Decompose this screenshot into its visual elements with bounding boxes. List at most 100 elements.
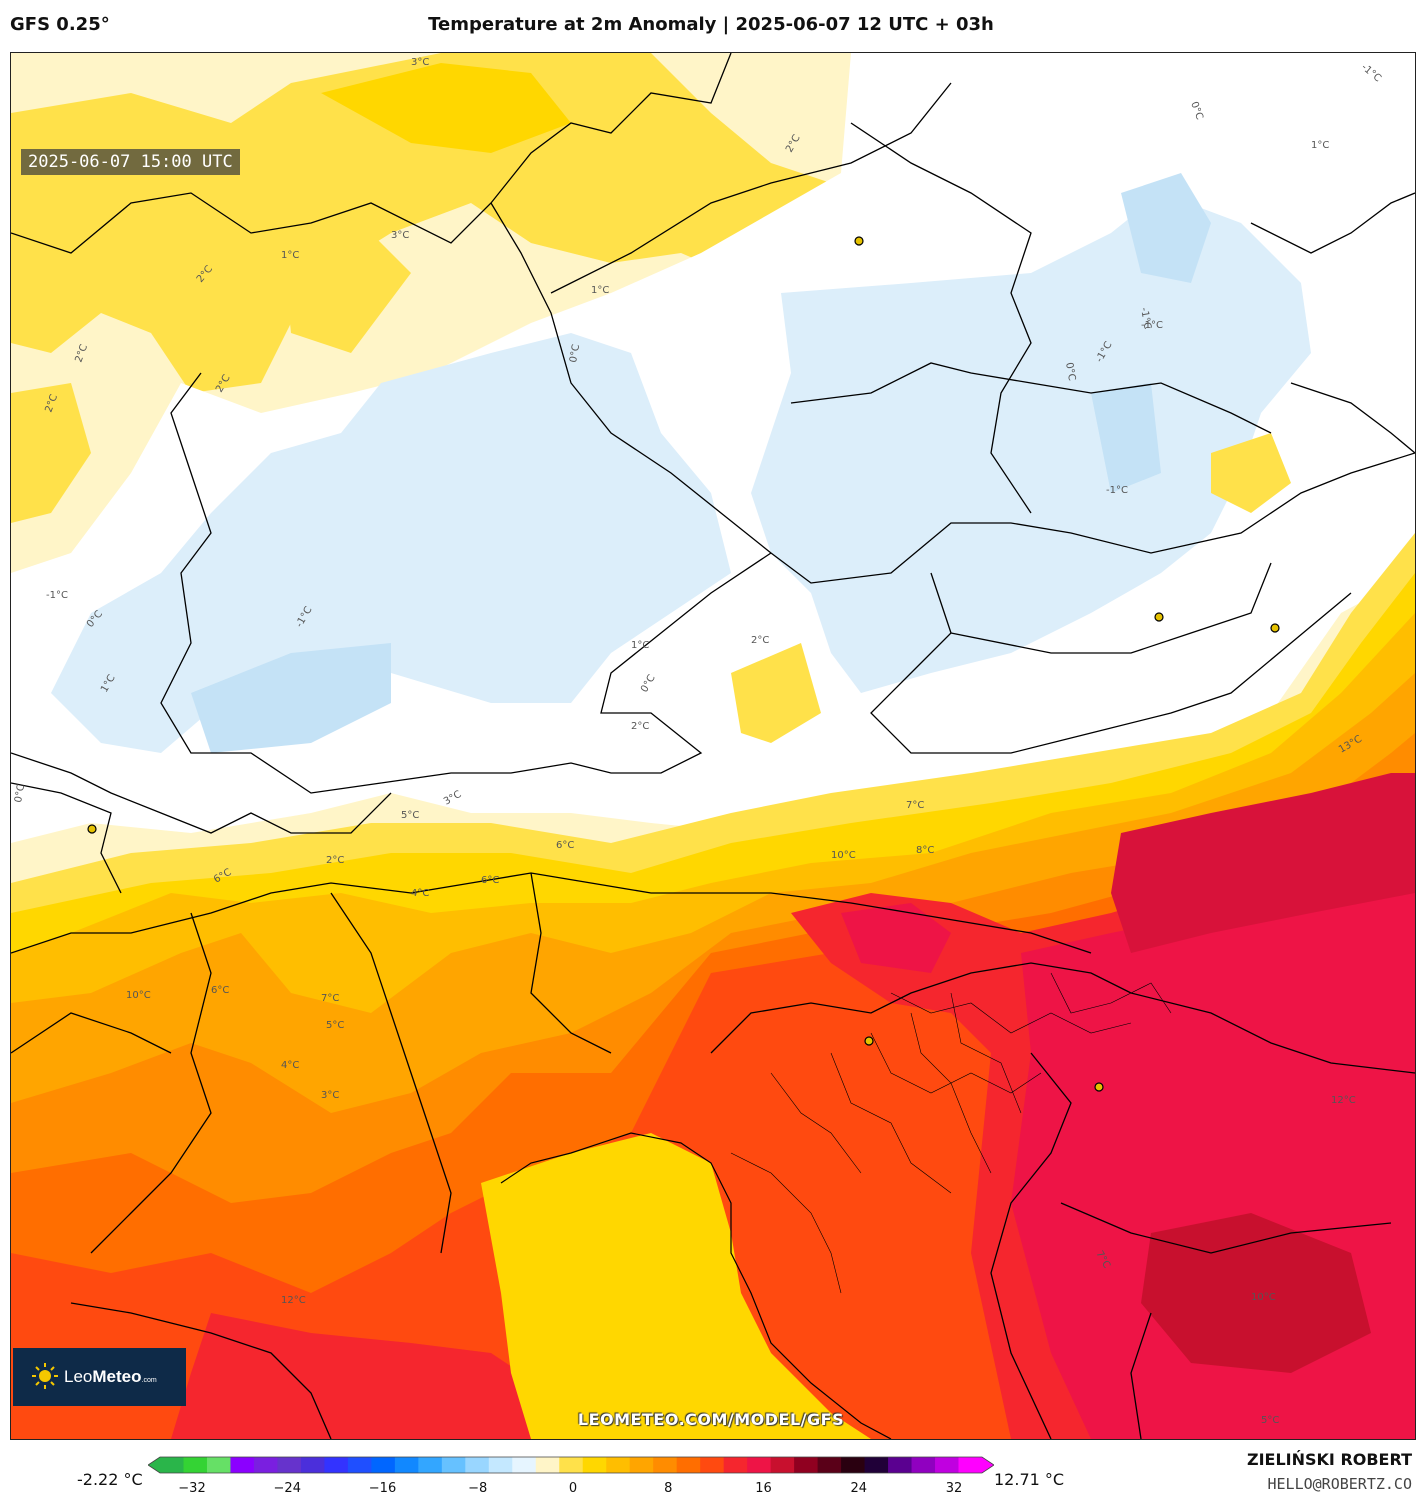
leometeo-logo: LeoMeteo.com xyxy=(13,1348,186,1406)
anomaly-map: 3°C 2°C 1°C 0°C -1°C 3°C 2°C 1°C 2°C 2°C 0°C -1°C 0°… xyxy=(10,52,1416,1440)
colorbar-tick: 8 xyxy=(664,1481,673,1496)
contour-label: 6°C xyxy=(481,875,499,886)
colorbar-cell xyxy=(183,1457,208,1473)
colorbar-cell xyxy=(465,1457,490,1473)
contour-label: 10°C xyxy=(831,850,856,861)
contour-label: 4°C xyxy=(281,1060,299,1071)
contour-label: 1°C xyxy=(591,285,609,296)
colorbar-cell xyxy=(559,1457,584,1473)
colorbar-tick: −32 xyxy=(178,1481,206,1496)
contour-label: 10°C xyxy=(1251,1292,1276,1303)
map-canvas: 3°C2°C 1°C0°C-1°C3°C2°C1°C2°C2°C0°C -1°C0°… xyxy=(11,53,1415,1439)
contour-label: 0°C xyxy=(13,784,27,804)
contour-label: 4°C xyxy=(411,888,429,899)
colorbar-cell xyxy=(347,1457,372,1473)
colorbar-cell xyxy=(629,1457,654,1473)
colorbar-cell xyxy=(535,1457,560,1473)
colorbar-cell xyxy=(394,1457,419,1473)
colorbar-tick: 32 xyxy=(945,1481,963,1496)
colorbar-cell xyxy=(770,1457,795,1473)
field-pos13-se xyxy=(1141,1213,1371,1373)
colorbar-cell xyxy=(888,1457,913,1473)
contour-label: 10°C xyxy=(126,990,151,1001)
field-neg1-east xyxy=(751,193,1311,693)
city-marker xyxy=(1270,623,1280,633)
field-pos10-sw xyxy=(171,1313,571,1439)
chart-title: Temperature at 2m Anomaly | 2025-06-07 1… xyxy=(428,14,994,35)
legend-min-value: -2.22 °C xyxy=(77,1470,143,1489)
contour-label: 12°C xyxy=(1331,1095,1356,1106)
contour-label: 3°C xyxy=(391,230,409,241)
field-pos3-east xyxy=(1211,433,1291,513)
colorbar-cell xyxy=(747,1457,772,1473)
colorbar-cell xyxy=(606,1457,631,1473)
colorbar-tick: 24 xyxy=(850,1481,868,1496)
colorbar-cell xyxy=(723,1457,748,1473)
city-marker xyxy=(1094,1082,1104,1092)
contour-label: 1°C xyxy=(1311,140,1329,151)
colorbar-cell xyxy=(300,1457,325,1473)
colorbar-cell xyxy=(488,1457,513,1473)
colorbar-tick: 16 xyxy=(755,1481,772,1496)
field-pos11-a xyxy=(841,903,951,973)
contour-label: 5°C xyxy=(326,1020,344,1031)
field-pos3-patch xyxy=(281,213,411,353)
city-markers xyxy=(87,236,1280,1092)
colorbar-cell xyxy=(911,1457,936,1473)
contour-label: 3°C xyxy=(411,57,429,68)
colorbar-arrow-right xyxy=(982,1457,994,1473)
legend-max-value: 12.71 °C xyxy=(994,1470,1065,1489)
contour-label: -1°C xyxy=(1141,320,1163,331)
field-neg2-c xyxy=(191,643,391,753)
logo-text: LeoMeteo.com xyxy=(64,1367,157,1386)
colorbar-cell xyxy=(324,1457,349,1473)
contour-label: 7°C xyxy=(321,993,339,1004)
contour-label: 2°C xyxy=(326,855,344,866)
city-marker xyxy=(87,824,97,834)
contour-label: 3°C xyxy=(321,1090,339,1101)
contour-label: 8°C xyxy=(916,845,934,856)
city-marker xyxy=(864,1036,874,1046)
valid-time: 2025-06-07 15:00 UTC xyxy=(21,149,240,175)
author-name: ZIELIŃSKI ROBERT xyxy=(1246,1450,1412,1469)
colorbar-cell xyxy=(864,1457,889,1473)
contour-label: 2°C xyxy=(751,635,769,646)
colorbar-cell xyxy=(676,1457,701,1473)
colorbar-tick: −24 xyxy=(273,1481,301,1496)
colorbar-cell xyxy=(700,1457,725,1473)
colorbar-cell xyxy=(582,1457,607,1473)
colorbar xyxy=(148,1456,994,1474)
field-pos12-ne xyxy=(1111,773,1415,953)
field-neg2-b xyxy=(1091,383,1161,493)
colorbar-cell xyxy=(794,1457,819,1473)
contour-label: 0°C xyxy=(1063,362,1077,382)
field-pos3-north xyxy=(11,53,831,393)
field-pos3-west xyxy=(11,383,91,523)
contour-label: 5°C xyxy=(1261,1415,1279,1426)
coastline xyxy=(500,1132,892,1439)
colorbar-cell xyxy=(418,1457,443,1473)
contour-label: 0°C xyxy=(568,344,582,364)
field-pos3-mid xyxy=(731,643,821,743)
country-borders xyxy=(11,53,1415,1439)
colorbar-cell xyxy=(277,1457,302,1473)
field-neg1-west xyxy=(51,333,731,753)
colorbar-cell xyxy=(230,1457,255,1473)
contour-label: 2°C xyxy=(631,721,649,732)
colorbar-cell xyxy=(371,1457,396,1473)
field-pos4-north xyxy=(321,63,571,153)
contour-label: 7°C xyxy=(906,800,924,811)
sun-icon xyxy=(32,1363,58,1389)
field-neg2-a xyxy=(1121,173,1211,283)
colorbar-cell xyxy=(160,1457,184,1473)
contour-label: -1°C xyxy=(1138,307,1153,331)
region-borders xyxy=(730,972,1172,1294)
author-email: HELLO@ROBERTZ.CO xyxy=(1267,1475,1413,1493)
contour-label: 1°C xyxy=(631,640,649,651)
colorbar-cell xyxy=(512,1457,537,1473)
model-name: GFS 0.25° xyxy=(10,14,110,35)
colorbar-cell xyxy=(817,1457,842,1473)
contour-label: -1°C xyxy=(1106,485,1128,496)
sea-adriatic xyxy=(481,1133,871,1439)
colorbar-cell xyxy=(441,1457,466,1473)
